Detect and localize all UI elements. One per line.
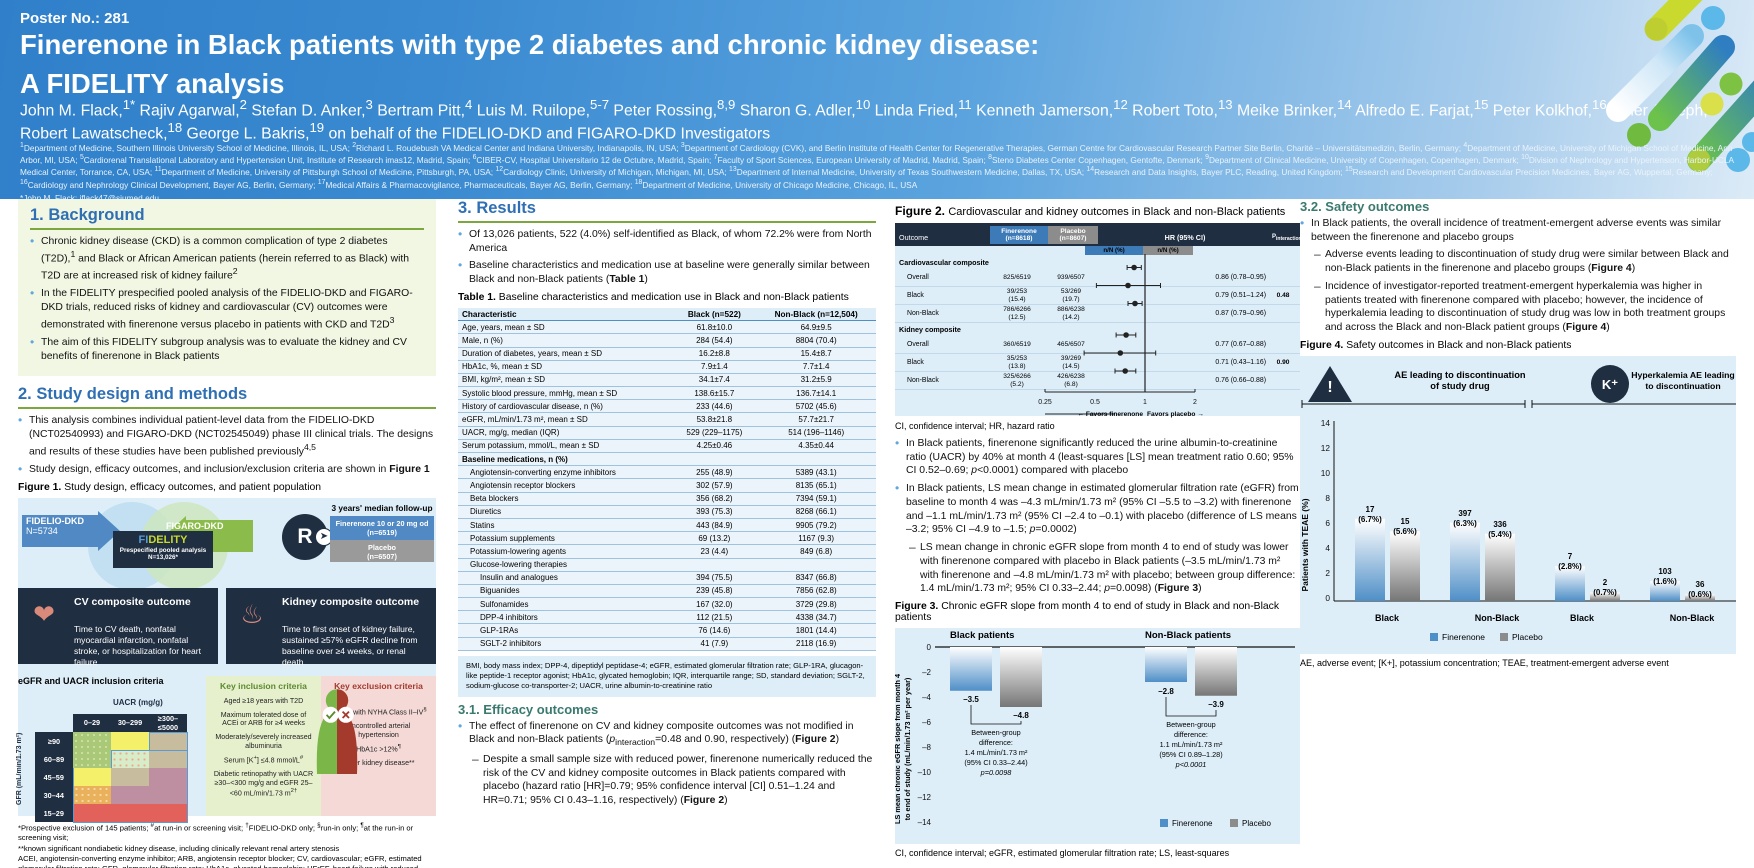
svg-text:–12: –12	[918, 793, 932, 802]
svg-text:10: 10	[1321, 468, 1331, 478]
svg-text:(95% CI 0.89–1.28): (95% CI 0.89–1.28)	[1159, 750, 1222, 759]
svg-text:17: 17	[1366, 505, 1375, 514]
svg-text:–6: –6	[922, 718, 931, 727]
svg-text:difference:: difference:	[1174, 730, 1208, 739]
svg-text:(5.4%): (5.4%)	[1488, 530, 1512, 539]
svg-text:Placebo: Placebo	[1242, 819, 1271, 828]
svg-text:(0.7%): (0.7%)	[1593, 588, 1617, 597]
svg-text:of study drug: of study drug	[1430, 381, 1490, 391]
svg-text:(0.6%): (0.6%)	[1688, 590, 1712, 599]
svg-text:–8: –8	[922, 743, 931, 752]
svg-text:1.1 mL/min/1.73 m²: 1.1 mL/min/1.73 m²	[1160, 740, 1223, 749]
svg-text:2: 2	[1325, 568, 1330, 578]
svg-text:–4.8: –4.8	[1013, 711, 1029, 720]
svg-text:to end of study (mL/min/1.73 m: to end of study (mL/min/1.73 m² per year…	[903, 677, 912, 820]
svg-text:Black: Black	[1375, 613, 1400, 623]
svg-text:336: 336	[1493, 520, 1507, 529]
svg-text:–2.8: –2.8	[1158, 687, 1174, 696]
svg-text:12: 12	[1321, 443, 1331, 453]
svg-text:36: 36	[1696, 580, 1705, 589]
svg-text:Hyperkalemia AE leading: Hyperkalemia AE leading	[1631, 370, 1735, 380]
svg-text:Finerenone: Finerenone	[1172, 819, 1213, 828]
svg-text:–10: –10	[918, 768, 932, 777]
svg-text:Placebo: Placebo	[1512, 632, 1543, 642]
svg-text:to discontinuation: to discontinuation	[1645, 381, 1720, 391]
svg-text:(95% CI 0.33–2.44): (95% CI 0.33–2.44)	[964, 758, 1027, 767]
svg-text:p=0.0098: p=0.0098	[980, 768, 1013, 777]
svg-text:0: 0	[1325, 593, 1330, 603]
svg-text:8: 8	[1325, 493, 1330, 503]
svg-text:–3.5: –3.5	[963, 695, 979, 704]
svg-text:(6.7%): (6.7%)	[1358, 515, 1382, 524]
svg-text:LS mean chronic eGFR slope fro: LS mean chronic eGFR slope from month 4	[895, 673, 902, 824]
svg-text:Finerenone: Finerenone	[1442, 632, 1485, 642]
svg-text:(1.6%): (1.6%)	[1653, 577, 1677, 586]
svg-text:–2: –2	[922, 668, 931, 677]
svg-text:2: 2	[1603, 578, 1608, 587]
svg-text:0: 0	[927, 643, 932, 652]
svg-text:Between-group: Between-group	[1166, 720, 1216, 729]
svg-text:–3.9: –3.9	[1208, 700, 1224, 709]
svg-text:1.4 mL/min/1.73 m²: 1.4 mL/min/1.73 m²	[965, 748, 1028, 757]
svg-text:Patients with TEAE (%): Patients with TEAE (%)	[1300, 498, 1310, 591]
svg-text:6: 6	[1325, 518, 1330, 528]
svg-text:(5.6%): (5.6%)	[1393, 527, 1417, 536]
svg-text:–14: –14	[918, 818, 932, 827]
svg-text:K⁺: K⁺	[1602, 377, 1618, 392]
svg-text:–4: –4	[922, 693, 931, 702]
svg-text:p<0.0001: p<0.0001	[1175, 760, 1207, 769]
svg-text:103: 103	[1658, 567, 1672, 576]
svg-text:397: 397	[1458, 509, 1472, 518]
svg-text:7: 7	[1568, 552, 1573, 561]
svg-text:15: 15	[1401, 517, 1410, 526]
svg-text:Between-group: Between-group	[971, 728, 1021, 737]
svg-text:AE leading to discontinuation: AE leading to discontinuation	[1394, 370, 1526, 380]
svg-text:!: !	[1327, 379, 1332, 396]
svg-text:difference:: difference:	[979, 738, 1013, 747]
svg-text:Non-Black: Non-Black	[1475, 613, 1521, 623]
svg-text:Black: Black	[1570, 613, 1595, 623]
svg-text:Non-Black: Non-Black	[1670, 613, 1716, 623]
svg-text:(2.8%): (2.8%)	[1558, 562, 1582, 571]
svg-text:(6.3%): (6.3%)	[1453, 519, 1477, 528]
svg-text:14: 14	[1321, 418, 1331, 428]
svg-text:4: 4	[1325, 543, 1330, 553]
